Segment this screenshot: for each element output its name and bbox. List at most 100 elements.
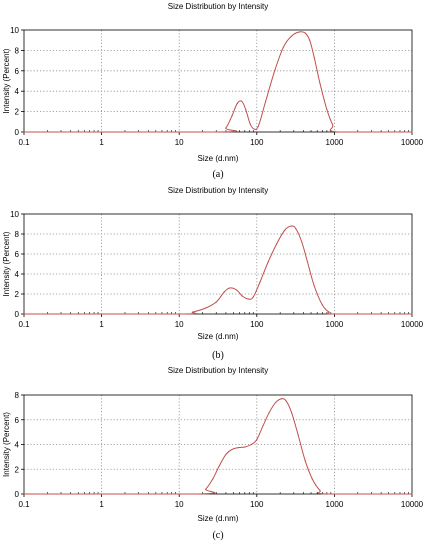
data-point: [241, 100, 243, 102]
y-axis-label: Intensity (Percent): [2, 231, 11, 296]
y-tick-label: 8: [15, 230, 20, 239]
y-tick-label: 4: [15, 441, 20, 450]
data-point: [298, 31, 300, 33]
data-point: [231, 448, 233, 451]
series-line-1: [24, 398, 412, 495]
x-axis-label: Size (d.nm): [198, 154, 239, 163]
data-point: [23, 131, 25, 133]
data-point: [198, 493, 200, 495]
x-tick-label: 1000: [326, 138, 344, 147]
x-tick-label: 100: [250, 138, 264, 147]
data-point: [284, 229, 286, 231]
x-tick-label: 0.1: [18, 320, 30, 329]
data-point: [23, 493, 25, 495]
data-point: [212, 478, 214, 480]
data-point: [241, 295, 243, 297]
plot-area-frame: [23, 213, 413, 315]
data-point: [223, 291, 225, 293]
data-point: [225, 127, 227, 129]
data-point: [319, 82, 321, 84]
x-tick-label: 10000: [401, 138, 424, 147]
y-tick-label: 0: [15, 128, 20, 137]
data-point: [337, 131, 339, 133]
data-point: [205, 488, 207, 490]
data-point: [237, 446, 240, 449]
data-point: [225, 453, 227, 455]
y-tick-label: 10: [10, 26, 19, 35]
panel-label: (a): [212, 169, 223, 180]
y-tick-label: 8: [15, 391, 20, 400]
data-point: [297, 434, 299, 436]
data-point: [290, 225, 293, 227]
data-point: [326, 493, 328, 495]
data-point: [321, 304, 323, 306]
data-point: [215, 301, 217, 303]
data-point: [257, 125, 260, 127]
y-tick-label: 2: [15, 290, 20, 299]
data-point: [285, 400, 287, 402]
x-tick-label: 10: [175, 500, 184, 509]
x-axis-label: Size (d.nm): [198, 514, 239, 523]
data-point: [275, 401, 277, 404]
data-point: [192, 311, 194, 313]
y-tick-label: 6: [15, 250, 20, 259]
data-point: [326, 108, 328, 111]
data-point: [236, 102, 238, 105]
data-point: [247, 298, 250, 300]
data-point: [333, 313, 335, 315]
x-tick-label: 100: [250, 320, 264, 329]
data-point: [328, 311, 330, 313]
data-point: [268, 411, 270, 413]
data-point: [253, 128, 255, 130]
x-tick-label: 1: [99, 138, 104, 147]
data-point: [304, 459, 306, 462]
x-tick-label: 10000: [401, 320, 424, 329]
x-tick-label: 100: [250, 500, 264, 509]
data-point: [245, 108, 247, 111]
data-point: [267, 261, 269, 263]
data-point: [411, 313, 413, 315]
data-point: [236, 289, 238, 291]
x-tick-label: 0.1: [18, 138, 30, 147]
data-point: [311, 478, 313, 480]
data-point: [332, 124, 334, 126]
series-line-1: [24, 31, 412, 133]
y-tick-label: 4: [15, 270, 20, 279]
data-point: [309, 39, 311, 41]
data-point: [411, 493, 413, 495]
y-tick-label: 10: [10, 210, 19, 219]
data-point: [249, 123, 251, 125]
panel-label: (b): [212, 350, 224, 361]
data-point: [218, 464, 221, 467]
data-point: [265, 100, 267, 102]
chart-title: Size Distribution by Intensity: [168, 2, 269, 11]
y-tick-label: 6: [15, 67, 20, 76]
x-tick-label: 10000: [401, 500, 424, 509]
data-point: [313, 285, 315, 287]
chart-panel-3: Size Distribution by Intensity 0.1 1 10 100 1…: [2, 366, 424, 541]
data-point: [231, 115, 233, 117]
data-point: [256, 438, 258, 441]
data-point: [304, 32, 306, 34]
data-point: [262, 425, 264, 427]
data-point: [23, 313, 25, 315]
data-point: [319, 489, 321, 491]
data-point: [274, 70, 276, 72]
x-tick-label: 1: [99, 320, 104, 329]
data-point: [411, 131, 413, 133]
y-tick-label: 0: [15, 490, 20, 499]
data-point: [250, 443, 252, 446]
data-point: [282, 46, 284, 48]
y-tick-label: 6: [15, 416, 20, 425]
y-tick-label: 2: [15, 108, 20, 117]
x-tick-label: 1: [99, 500, 104, 509]
plot-area-frame: [23, 29, 413, 133]
x-axis-label: Size (d.nm): [198, 332, 239, 341]
data-point: [301, 241, 303, 243]
x-tick-label: 10: [175, 138, 184, 147]
y-tick-label: 8: [15, 46, 20, 55]
x-tick-label: 1000: [326, 320, 344, 329]
data-point: [218, 131, 221, 133]
